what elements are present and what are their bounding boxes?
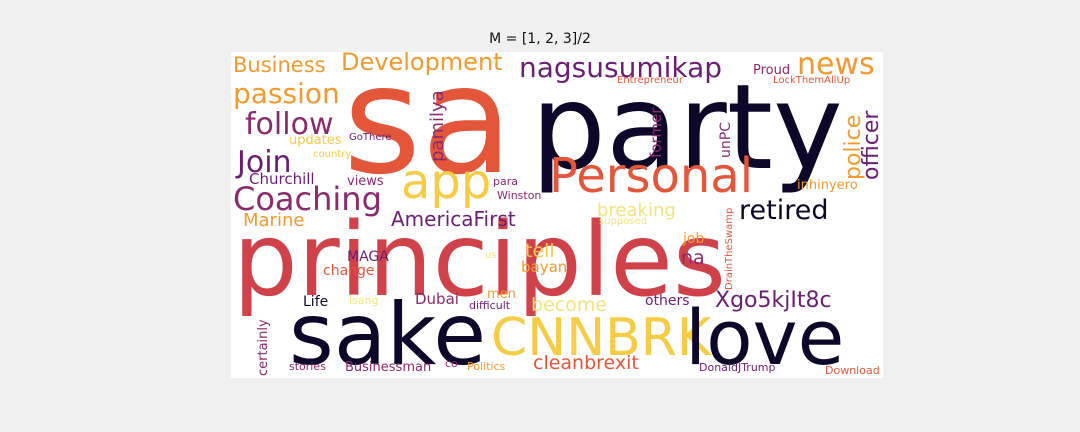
word-business: Business [233, 53, 326, 77]
word-marine: Marine [243, 210, 305, 231]
word-donaldjtrump: DonaldJTrump [699, 361, 776, 374]
word-stories: stories [289, 360, 326, 373]
word-cnnbrk: CNNBRK [491, 308, 712, 368]
word-businessman: Businessman [345, 360, 432, 375]
word-life: Life [303, 294, 329, 310]
word-sake: sake [289, 285, 487, 378]
word-download: Download [825, 364, 880, 377]
word-isang: isang [349, 294, 379, 307]
word-become: become [531, 294, 608, 316]
word-pamilya: pamilya [427, 90, 448, 162]
word-men: men [487, 287, 516, 302]
word-supposed: supposed [599, 216, 648, 227]
word-change: change [323, 263, 375, 279]
plot-title: M = [1, 2, 3]/2 [489, 31, 591, 47]
word-others: others [645, 293, 690, 309]
word-follow: follow [245, 107, 334, 142]
word-app: app [401, 154, 492, 210]
word-unpc: unPC [718, 122, 734, 158]
word-us: us [485, 250, 497, 261]
word-co: co [445, 357, 458, 370]
word-coaching: Coaching [233, 180, 382, 218]
word-americafirst: AmericaFirst [391, 207, 516, 231]
word-maga: MAGA [347, 249, 389, 265]
word-cloud: sa party principles sake CNNBRK love Per… [231, 52, 883, 378]
word-winston: Winston [497, 189, 542, 202]
word-join: Join [237, 145, 292, 180]
word-breaking: breaking [597, 200, 676, 221]
word-entrepreneur: Entrepreneur [617, 75, 683, 86]
word-difficult: difficult [469, 299, 511, 312]
word-lockthemallup: LockThemAllUp [773, 75, 851, 86]
word-inhinyero: inhinyero [797, 178, 858, 193]
word-job: job [683, 231, 705, 247]
word-gothere: GoThere [349, 132, 392, 143]
word-bayan: bayan [521, 258, 568, 276]
word-tell: tell [525, 240, 555, 262]
word-drainswamp: DrainTheSwamp [724, 207, 735, 290]
word-para: para [493, 175, 518, 188]
word-nagsusumikap: nagsusumikap [519, 52, 723, 84]
word-updates: updates [289, 133, 342, 148]
word-country: country [313, 149, 352, 160]
word-views: views [347, 174, 384, 189]
word-passion: passion [233, 77, 340, 110]
word-certainly: certainly [256, 319, 271, 376]
word-news: news [797, 52, 875, 82]
word-churchill: Churchill [249, 170, 315, 188]
word-former: former [647, 107, 665, 158]
word-party: party [531, 58, 843, 196]
word-development: Development [341, 52, 503, 76]
word-principles: principles [233, 201, 727, 320]
word-love: love [685, 293, 845, 378]
word-xgo: Xgo5kjIt8c [715, 288, 832, 313]
word-proud: Proud [753, 63, 791, 78]
word-dubai: Dubai [415, 290, 459, 308]
word-cleanbrexit: cleanbrexit [533, 352, 639, 374]
word-na: na [681, 247, 705, 269]
word-officer: officer [859, 110, 883, 180]
word-sa: sa [343, 52, 514, 208]
word-retired: retired [739, 195, 829, 226]
word-politics: Politics [467, 360, 506, 373]
word-personal: Personal [549, 148, 754, 204]
